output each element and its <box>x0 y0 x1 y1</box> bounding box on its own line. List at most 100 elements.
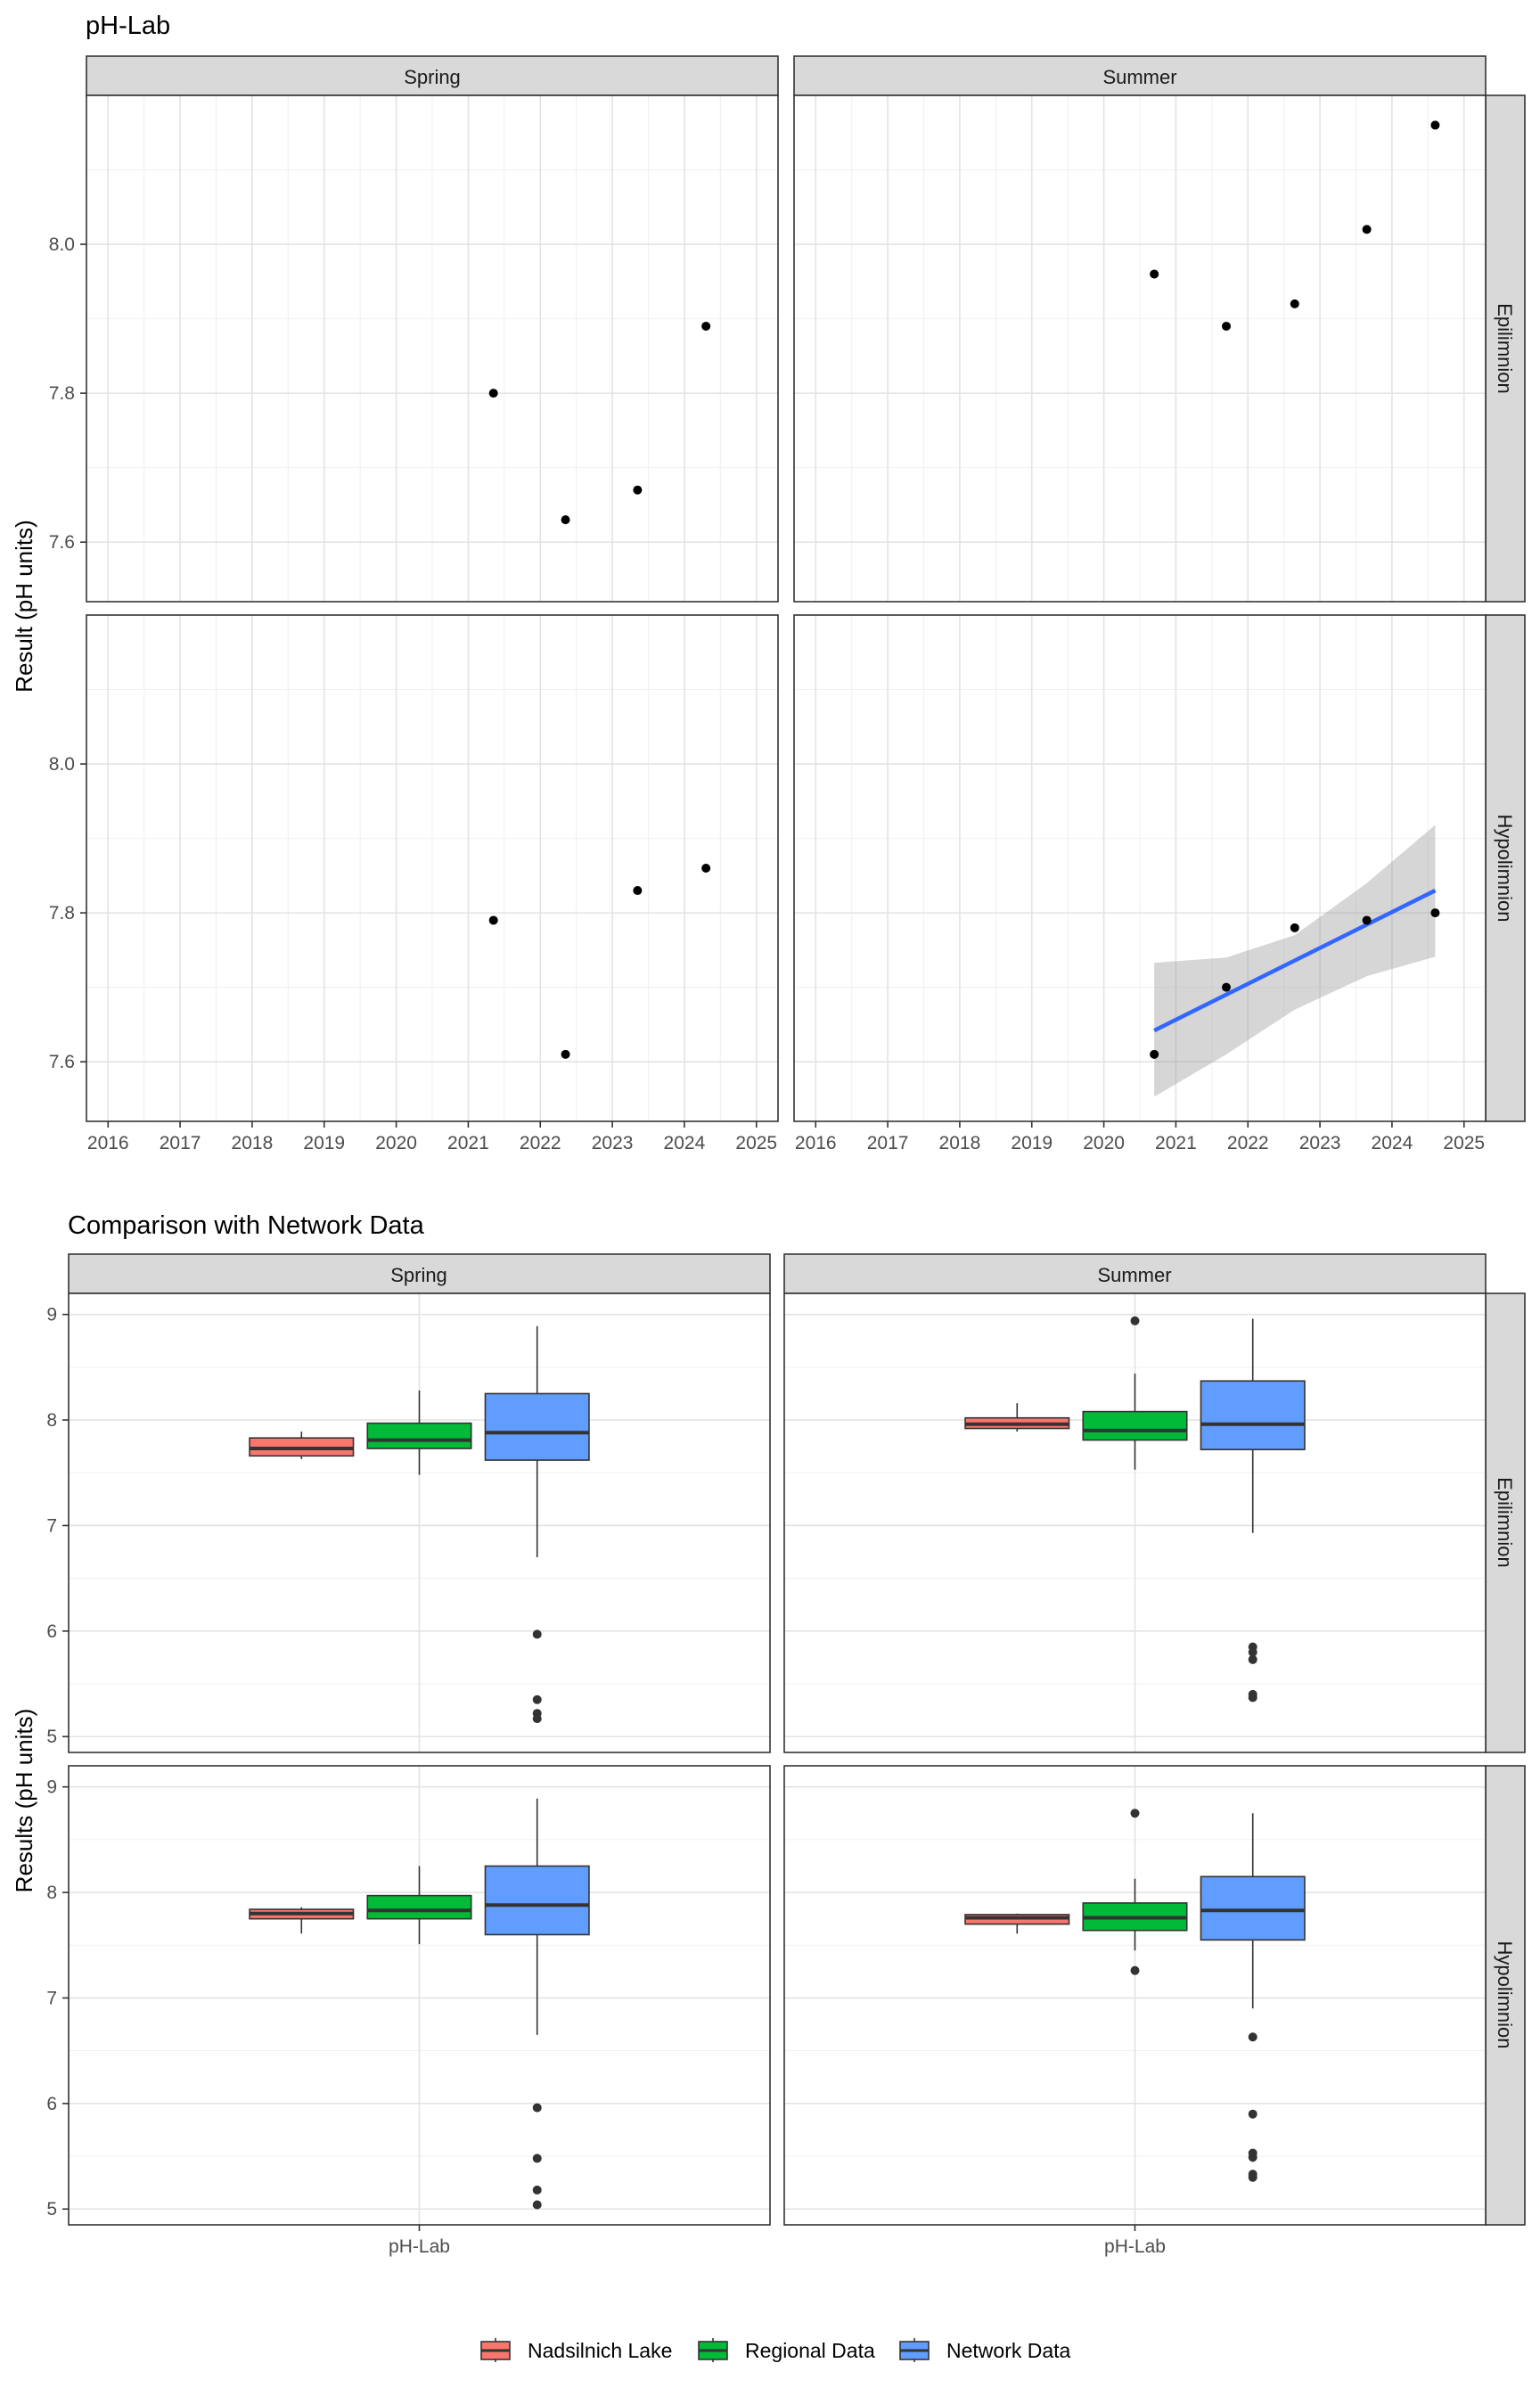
x-tick-label: 2017 <box>160 1133 201 1153</box>
chart2-x-axis: pH-Lab pH-Lab <box>389 2225 1166 2257</box>
x-tick-label: pH-Lab <box>389 2236 450 2257</box>
outlier-point <box>532 1694 542 1704</box>
y-tick-label: 8 <box>46 1883 57 1903</box>
chart1-strip-epilimnion <box>1485 94 1526 603</box>
x-tick-label: 2025 <box>735 1133 777 1153</box>
chart1-y-axis-label: Result (pH units) <box>11 520 37 693</box>
outlier-point <box>532 1629 542 1639</box>
panel-border <box>68 1292 771 1753</box>
box-network-data <box>484 1798 590 2210</box>
outlier-point <box>1130 1965 1140 1975</box>
chart1-panels <box>86 94 1487 1122</box>
panel-border <box>86 614 779 1122</box>
x-tick-label: 2024 <box>664 1133 706 1153</box>
data-point <box>633 886 643 896</box>
box-iqr <box>484 1865 590 1936</box>
box-regional-data <box>366 1866 472 1945</box>
x-tick-label: 2016 <box>87 1133 129 1153</box>
box-nadsilnich-lake <box>964 1913 1070 1934</box>
outlier-point <box>1130 1809 1140 1818</box>
data-point <box>1430 908 1440 918</box>
chart1-panel-epilimnion-spring <box>86 94 779 603</box>
x-tick-label: 2023 <box>592 1133 634 1153</box>
legend-label-network-data: Network Data <box>946 2339 1071 2362</box>
x-tick-label: 2019 <box>303 1133 345 1153</box>
chart1-title: pH-Lab <box>86 12 170 40</box>
chart1-x-axis: 2016 2017 2018 2019 2020 2021 2022 2023 2024 2025… <box>87 1121 1485 1153</box>
chart1-strip-epilimnion-label: Epilimnion <box>1494 303 1516 394</box>
data-point <box>561 515 570 525</box>
chart2-strip-epilimnion <box>1485 1292 1526 1753</box>
x-tick-label: 2016 <box>795 1133 837 1153</box>
outlier-point <box>1130 1316 1140 1325</box>
x-tick-label: 2022 <box>1227 1133 1269 1153</box>
box-iqr <box>366 1422 472 1449</box>
y-tick-label: 5 <box>46 1727 57 1747</box>
y-tick-label: 7.6 <box>49 1052 75 1072</box>
chart2-strip-epilimnion-label: Epilimnion <box>1494 1477 1516 1568</box>
data-point <box>561 1049 570 1059</box>
legend-item-nadsilnich-lake: Nadsilnich Lake <box>480 2338 672 2362</box>
trend-line <box>1153 889 1437 1033</box>
chart2-strips: Spring Summer Epilimnion Hypolimnion <box>68 1253 1526 2226</box>
data-point <box>488 915 498 925</box>
legend-item-network-data: Network Data <box>899 2338 1071 2362</box>
data-point <box>633 485 643 495</box>
chart2-strip-spring-label: Spring <box>390 1264 447 1286</box>
data-point <box>1290 923 1299 932</box>
outlier-point <box>1248 2153 1257 2162</box>
box-iqr <box>1082 1410 1188 1441</box>
x-tick-label: 2020 <box>1083 1133 1125 1153</box>
y-tick-label: 8.0 <box>49 754 75 775</box>
x-tick-label: 2023 <box>1299 1133 1341 1153</box>
box-nadsilnich-lake <box>249 1432 355 1459</box>
chart1-strip-hypolimnion <box>1485 614 1526 1122</box>
panel-border <box>793 94 1487 603</box>
outlier-point <box>532 2200 542 2210</box>
data-point <box>1150 269 1159 279</box>
x-tick-label: pH-Lab <box>1104 2236 1166 2257</box>
y-tick-label: 9 <box>46 1777 57 1798</box>
y-tick-label: 6 <box>46 1621 57 1642</box>
panel-border <box>86 94 779 603</box>
chart2-title: Comparison with Network Data <box>68 1211 425 1240</box>
x-tick-label: 2022 <box>520 1133 561 1153</box>
data-point <box>1150 1049 1159 1059</box>
y-tick-label: 5 <box>46 2199 57 2220</box>
box-regional-data <box>366 1390 472 1475</box>
chart1-panel-hypolimnion-spring <box>86 614 779 1122</box>
outlier-point <box>1248 1647 1257 1657</box>
x-tick-label: 2021 <box>447 1133 489 1153</box>
x-tick-label: 2017 <box>867 1133 909 1153</box>
data-point <box>488 389 498 398</box>
y-tick-label: 8 <box>46 1410 57 1431</box>
legend-label-regional-data: Regional Data <box>745 2339 875 2362</box>
x-tick-label: 2025 <box>1443 1133 1485 1153</box>
data-point <box>1362 915 1372 925</box>
box-iqr <box>1200 1380 1306 1451</box>
chart1-strip-summer <box>793 55 1487 96</box>
chart2-strip-hypolimnion <box>1485 1765 1526 2226</box>
chart2-panel-epilimnion-spring <box>68 1292 771 1753</box>
x-tick-label: 2018 <box>232 1133 274 1153</box>
box-network-data <box>484 1325 590 1724</box>
legend: Nadsilnich Lake Regional Data Network Da… <box>480 2338 1071 2362</box>
outlier-point <box>1248 1654 1257 1664</box>
chart2-y-axis-label: Results (pH units) <box>11 1709 37 1893</box>
chart2-panels <box>68 1292 1487 2226</box>
chart2-panel-epilimnion-summer <box>783 1292 1487 1753</box>
chart2-y-axis: 5 6 7 8 9 5 6 7 8 9 <box>46 1305 69 2220</box>
x-tick-label: 2021 <box>1155 1133 1197 1153</box>
data-point <box>1362 225 1372 234</box>
chart2-strip-summer <box>783 1253 1487 1294</box>
y-tick-label: 7.6 <box>49 532 75 553</box>
chart1-y-axis: 7.6 7.8 8.0 7.6 7.8 8.0 <box>49 234 86 1072</box>
box-iqr <box>484 1392 590 1461</box>
box-regional-data <box>1082 1316 1188 1470</box>
y-tick-label: 8.0 <box>49 234 75 255</box>
outlier-point <box>1248 2109 1257 2119</box>
data-point <box>1222 321 1231 331</box>
chart2-strip-hypolimnion-label: Hypolimnion <box>1494 1941 1516 2048</box>
outlier-point <box>1248 1693 1257 1703</box>
